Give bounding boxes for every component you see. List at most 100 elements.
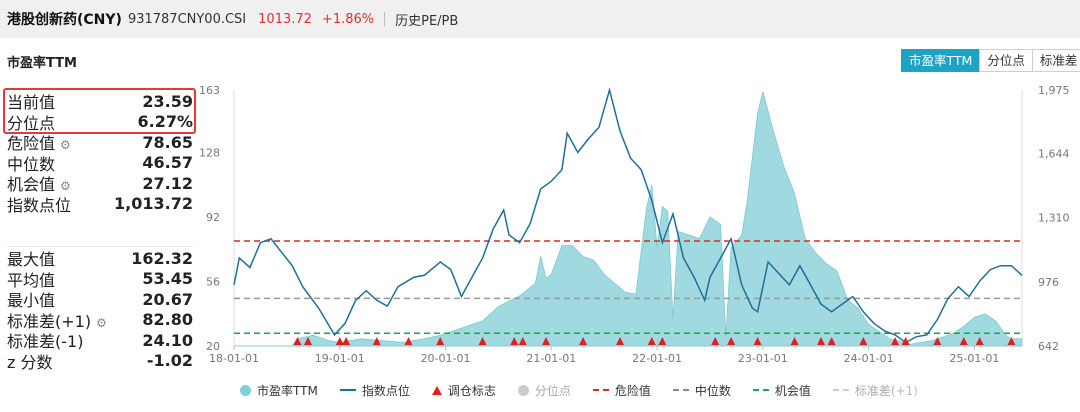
stat-value: 82.80 [142, 310, 193, 329]
stat-label: 指数点位 [7, 195, 72, 215]
y-left-tick-label: 163 [199, 84, 220, 97]
rebalance-marker [478, 337, 487, 345]
rebalance-marker [579, 337, 588, 345]
rebalance-marker [372, 337, 381, 345]
stat-row: 中位数 46.57 [7, 153, 193, 174]
stat-row: 标准差(-1) 24.10 [7, 330, 193, 352]
legend-triangle-icon [431, 385, 442, 395]
y-left-tick-label: 56 [206, 276, 220, 289]
stat-row: 最小值 20.67 [7, 289, 193, 311]
rebalance-marker [404, 337, 413, 345]
stat-label: 机会值 ⚙ [7, 175, 71, 194]
y-left-tick-label: 20 [206, 340, 220, 353]
rebalance-marker [753, 337, 762, 345]
rebalance-marker [510, 337, 519, 345]
legend-item[interactable]: 市盈率TTM [240, 382, 318, 399]
rebalance-marker [827, 337, 836, 345]
legend-fade [880, 376, 1080, 406]
stat-value: 20.67 [142, 289, 193, 309]
legend-item[interactable]: 机会值 [752, 382, 811, 399]
rebalance-marker [901, 337, 910, 345]
legend-item[interactable]: 危险值 [592, 382, 651, 399]
stat-value: -1.02 [146, 351, 193, 370]
stat-value: 6.27% [137, 112, 193, 131]
legend-item[interactable]: 分位点 [517, 382, 571, 399]
y-right-tick-label: 1,310 [1038, 212, 1070, 225]
gear-icon[interactable]: ⚙ [60, 138, 71, 152]
y-right-tick-label: 976 [1038, 276, 1059, 289]
gear-icon[interactable]: ⚙ [60, 179, 71, 193]
stat-row: 平均值 53.45 [7, 269, 193, 290]
rebalance-marker [1007, 337, 1016, 345]
rebalance-marker [817, 337, 826, 345]
legend-label: 分位点 [534, 383, 571, 398]
stat-row: 标准差(+1) ⚙ 82.80 [7, 310, 193, 331]
stat-label: 标准差(+1) ⚙ [7, 311, 107, 331]
rebalance-marker [727, 337, 736, 345]
chart-legend: 市盈率TTM指数点位调仓标志分位点危险值中位数机会值标准差(+1) [240, 380, 940, 400]
gear-icon[interactable]: ⚙ [96, 315, 107, 330]
stat-value: 46.57 [142, 153, 193, 172]
legend-label: 危险值 [614, 383, 651, 398]
stat-row: 分位点 6.27% [7, 112, 193, 133]
header-bar: 港股创新药(CNY) 931787CNY00.CSI 1013.72 +1.86… [0, 0, 1080, 38]
rebalance-marker [518, 337, 527, 345]
legend-dash-icon [592, 389, 609, 391]
stat-label: 当前值 [7, 93, 56, 112]
stat-row: z 分数 -1.02 [7, 351, 193, 372]
stat-label: 最小值 [7, 291, 56, 310]
stat-label: 平均值 [7, 270, 56, 290]
x-tick-label: 22-01-01 [632, 352, 682, 365]
stat-row: 危险值 ⚙ 78.65 [7, 132, 193, 154]
rebalance-marker [790, 337, 799, 345]
stat-row: 当前值 23.59 [7, 91, 193, 113]
stat-value: 27.12 [142, 173, 193, 193]
rebalance-marker [342, 337, 351, 345]
stat-label: 标准差(-1) [7, 332, 84, 351]
rebalance-marker [304, 337, 313, 345]
legend-label: 中位数 [694, 383, 731, 398]
rebalance-marker [959, 337, 968, 345]
header-divider [384, 12, 386, 26]
stat-row: 机会值 ⚙ 27.12 [7, 173, 193, 195]
rebalance-marker [647, 337, 656, 345]
stat-value: 78.65 [142, 132, 193, 152]
x-tick-label: 23-01-01 [738, 352, 788, 365]
legend-dash-icon [672, 389, 689, 391]
history-pe-pb-link[interactable]: 历史PE/PB [395, 13, 459, 29]
stat-label: 危险值 ⚙ [7, 134, 71, 153]
stat-label: 分位点 [7, 113, 56, 133]
y-right-tick-label: 1,644 [1038, 148, 1070, 161]
rebalance-marker [891, 337, 900, 345]
rebalance-marker [436, 337, 445, 345]
tab-pe-ttm[interactable]: 市盈率TTM [901, 49, 981, 72]
legend-label: 机会值 [774, 383, 811, 398]
metric-tabs: 市盈率TTM 分位点 标准差 [901, 49, 1080, 72]
rebalance-marker [658, 337, 667, 345]
legend-item[interactable]: 指数点位 [339, 382, 410, 399]
legend-item[interactable]: 调仓标志 [431, 382, 496, 399]
stat-value: 24.10 [142, 330, 193, 350]
rebalance-marker [542, 337, 551, 345]
y-left-tick-label: 128 [199, 147, 220, 160]
legend-line-icon [339, 389, 356, 391]
stat-label: 最大值 [7, 250, 56, 269]
rebalance-marker [335, 337, 344, 345]
rebalance-marker [616, 337, 625, 345]
y-right-tick-label: 642 [1038, 340, 1059, 353]
rebalance-marker [711, 337, 720, 345]
stat-row: 最大值 162.32 [7, 248, 193, 270]
legend-item[interactable]: 中位数 [672, 382, 731, 399]
stat-value: 162.32 [131, 248, 193, 268]
stat-label: z 分数 [7, 352, 53, 372]
legend-circle-icon [517, 384, 529, 396]
legend-label: 调仓标志 [447, 383, 496, 398]
legend-dash-icon [752, 389, 769, 391]
tab-std[interactable]: 标准差 [1031, 49, 1080, 72]
x-tick-label: 24-01-01 [844, 352, 894, 365]
y-right-tick-label: 1,975 [1038, 84, 1070, 97]
stat-value: 53.45 [142, 269, 193, 288]
x-tick-label: 19-01-01 [315, 352, 365, 365]
legend-circle-icon [240, 384, 251, 396]
